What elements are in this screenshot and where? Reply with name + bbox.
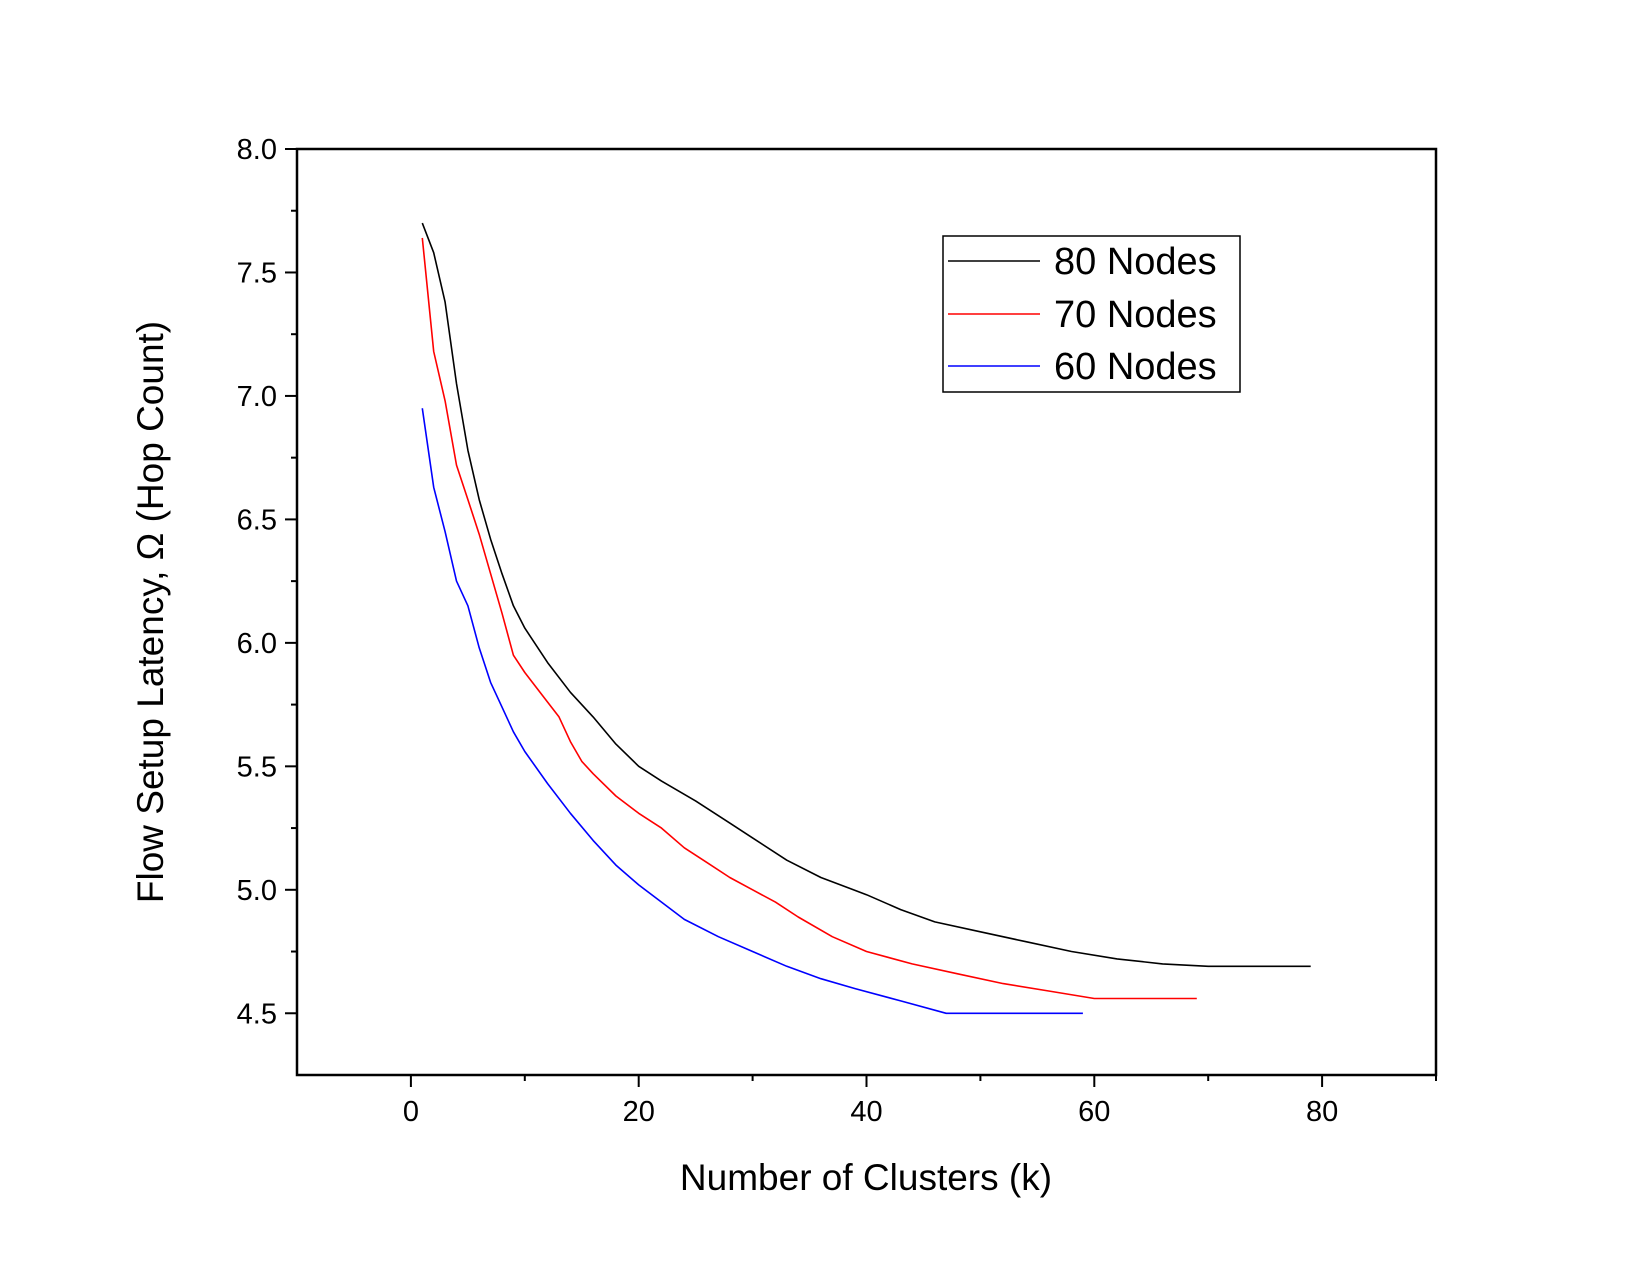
legend-label-60-nodes: 60 Nodes <box>1054 346 1217 388</box>
y-tick-label: 8.0 <box>237 134 277 166</box>
y-tick-label: 5.5 <box>237 751 277 783</box>
y-tick-label: 7.0 <box>237 381 277 413</box>
legend-label-80-nodes: 80 Nodes <box>1054 241 1217 283</box>
x-axis-title: Number of Clusters (k) <box>680 1157 1052 1198</box>
series-line-60-nodes <box>421 408 1083 1015</box>
y-tick-label: 6.5 <box>237 504 277 536</box>
y-tick-label: 4.5 <box>237 998 277 1030</box>
x-tick-label: 40 <box>850 1096 882 1128</box>
y-tick-label: 6.0 <box>237 628 277 660</box>
y-axis: 4.5 5.0 5.5 6.0 6.5 7.0 7.5 8.0 <box>237 134 297 1030</box>
x-axis: 0 20 40 60 80 <box>403 1075 1437 1128</box>
series-line-70-nodes <box>421 237 1197 1000</box>
series-line-80-nodes <box>421 222 1311 968</box>
y-tick-label: 7.5 <box>237 257 277 289</box>
series-lines <box>421 222 1311 1015</box>
x-tick-label: 60 <box>1078 1096 1110 1128</box>
x-tick-label: 80 <box>1306 1096 1338 1128</box>
x-tick-label: 0 <box>403 1096 419 1128</box>
y-tick-label: 5.0 <box>237 875 277 907</box>
legend: 80 Nodes 70 Nodes 60 Nodes <box>942 235 1241 393</box>
y-axis-title: Flow Setup Latency, Ω (Hop Count) <box>130 321 171 903</box>
plot-frame <box>295 147 1438 1077</box>
legend-label-70-nodes: 70 Nodes <box>1054 294 1217 336</box>
x-tick-label: 20 <box>623 1096 655 1128</box>
